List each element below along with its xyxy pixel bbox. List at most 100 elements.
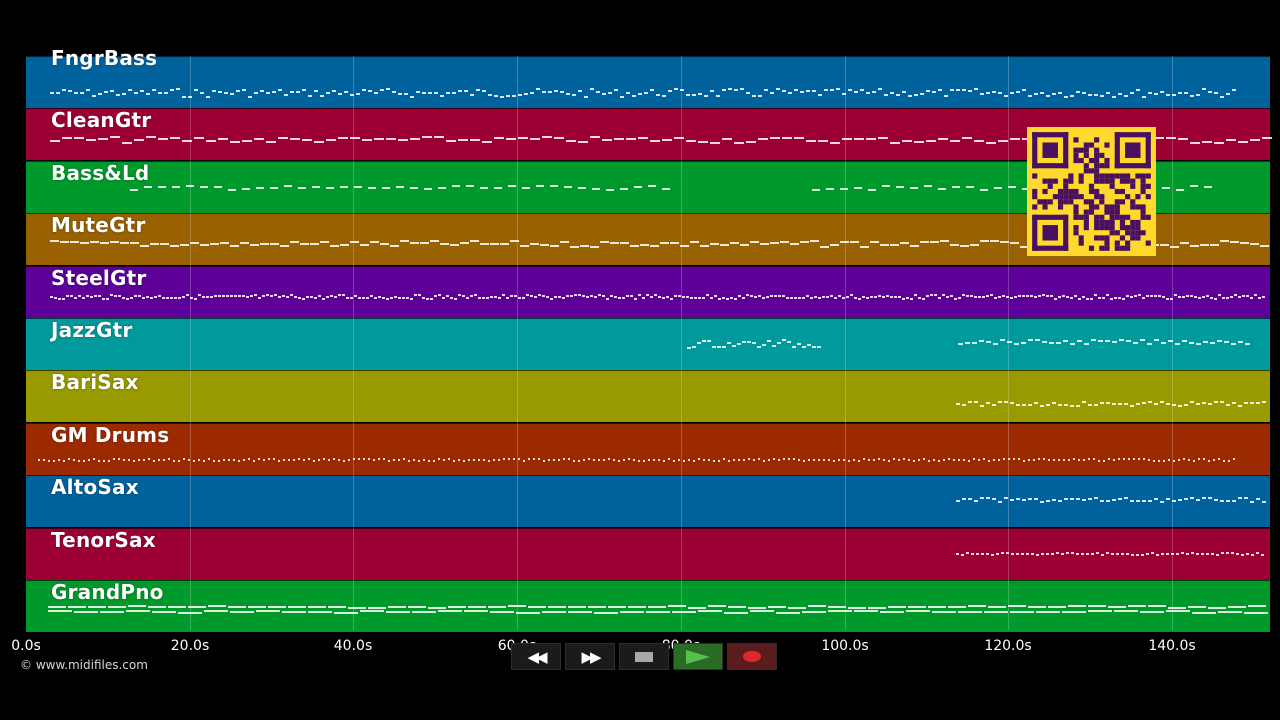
record-icon [743, 651, 761, 662]
qr-module [1037, 199, 1043, 205]
time-tick-label: 100.0s [821, 638, 869, 654]
track-row: TenorSax [26, 527, 1270, 580]
qr-module [1042, 225, 1058, 241]
qr-module [1109, 173, 1115, 179]
gridline [353, 56, 354, 630]
qr-module [1078, 178, 1084, 184]
qr-module [1042, 188, 1048, 195]
qr-module [1088, 157, 1095, 164]
qr-module [1094, 214, 1100, 220]
qr-module [1104, 240, 1110, 246]
gridline [681, 56, 682, 630]
qr-code[interactable] [1027, 127, 1156, 256]
qr-module [1130, 178, 1136, 184]
track-row: FngrBass [26, 46, 1270, 108]
track-name: AltoSax [51, 475, 139, 500]
time-tick-label: 140.0s [1148, 638, 1196, 654]
qr-module [1125, 240, 1131, 246]
qr-module [1119, 188, 1126, 195]
qr-module [1094, 219, 1100, 226]
qr-module [1104, 219, 1110, 226]
qr-module [1094, 137, 1100, 143]
qr-module [1032, 132, 1069, 138]
track-row: GrandPno [26, 580, 1270, 632]
track-name: GrandPno [51, 580, 164, 604]
qr-module [1083, 152, 1089, 158]
qr-module [1083, 142, 1089, 148]
qr-module [1130, 235, 1136, 241]
qr-module [1094, 173, 1100, 179]
qr-module [1109, 183, 1115, 189]
qr-module [1135, 235, 1141, 241]
qr-module [1145, 240, 1151, 246]
qr-module [1099, 199, 1105, 205]
qr-module [1032, 173, 1038, 179]
qr-module [1083, 219, 1089, 226]
qr-module [1130, 219, 1136, 226]
time-tick-label: 120.0s [984, 638, 1032, 654]
qr-module [1109, 225, 1115, 231]
qr-module [1145, 132, 1151, 169]
qr-module [1094, 178, 1100, 184]
stop-button[interactable] [619, 643, 669, 670]
track-name: GM Drums [51, 422, 170, 447]
qr-module [1063, 194, 1069, 200]
qr-module [1094, 168, 1100, 174]
qr-module [1094, 152, 1100, 158]
qr-module [1047, 199, 1053, 205]
qr-module [1119, 225, 1126, 231]
qr-module [1114, 209, 1120, 215]
qr-module [1073, 152, 1079, 158]
qr-module [1088, 188, 1095, 195]
qr-module [1099, 173, 1105, 179]
qr-module [1094, 157, 1100, 164]
qr-module [1088, 199, 1095, 205]
qr-module [1099, 178, 1105, 184]
qr-module [1114, 188, 1120, 195]
play-button[interactable] [673, 643, 723, 670]
qr-module [1125, 178, 1131, 184]
qr-module [1125, 245, 1131, 251]
gridline [517, 56, 518, 630]
qr-module [1135, 204, 1141, 210]
qr-module [1073, 209, 1079, 215]
qr-module [1094, 147, 1100, 153]
qr-module [1047, 178, 1053, 184]
qr-module [1068, 194, 1074, 200]
qr-module [1083, 163, 1089, 169]
qr-module [1114, 204, 1120, 210]
qr-module [1119, 173, 1126, 179]
qr-module [1140, 204, 1146, 210]
qr-module [1114, 214, 1120, 220]
qr-module [1083, 209, 1089, 215]
qr-module [1099, 214, 1105, 220]
qr-module [1073, 137, 1079, 143]
qr-module [1109, 204, 1115, 210]
time-tick-label: 20.0s [170, 638, 210, 654]
copyright-text: © www.midifiles.com [20, 658, 148, 672]
qr-module [1088, 209, 1095, 215]
fast-forward-button[interactable]: ▶▶ [565, 643, 615, 670]
qr-module [1032, 188, 1038, 195]
rewind-button[interactable]: ◀◀ [511, 643, 561, 670]
track-name: BariSax [51, 370, 139, 395]
qr-module [1104, 204, 1110, 210]
qr-module [1119, 199, 1126, 205]
record-button[interactable] [727, 643, 777, 670]
qr-module [1057, 188, 1064, 195]
qr-module [1068, 188, 1074, 195]
qr-module [1140, 173, 1146, 179]
qr-module [1130, 230, 1136, 236]
qr-module [1088, 183, 1095, 189]
gridline [1172, 56, 1173, 630]
qr-module [1042, 142, 1058, 158]
qr-module [1063, 188, 1069, 195]
qr-module [1047, 183, 1053, 189]
qr-module [1119, 235, 1126, 241]
qr-module [1099, 194, 1105, 200]
qr-module [1099, 245, 1105, 251]
qr-module [1063, 178, 1069, 184]
qr-module [1088, 245, 1095, 251]
qr-module [1083, 214, 1089, 220]
qr-module [1140, 183, 1146, 189]
